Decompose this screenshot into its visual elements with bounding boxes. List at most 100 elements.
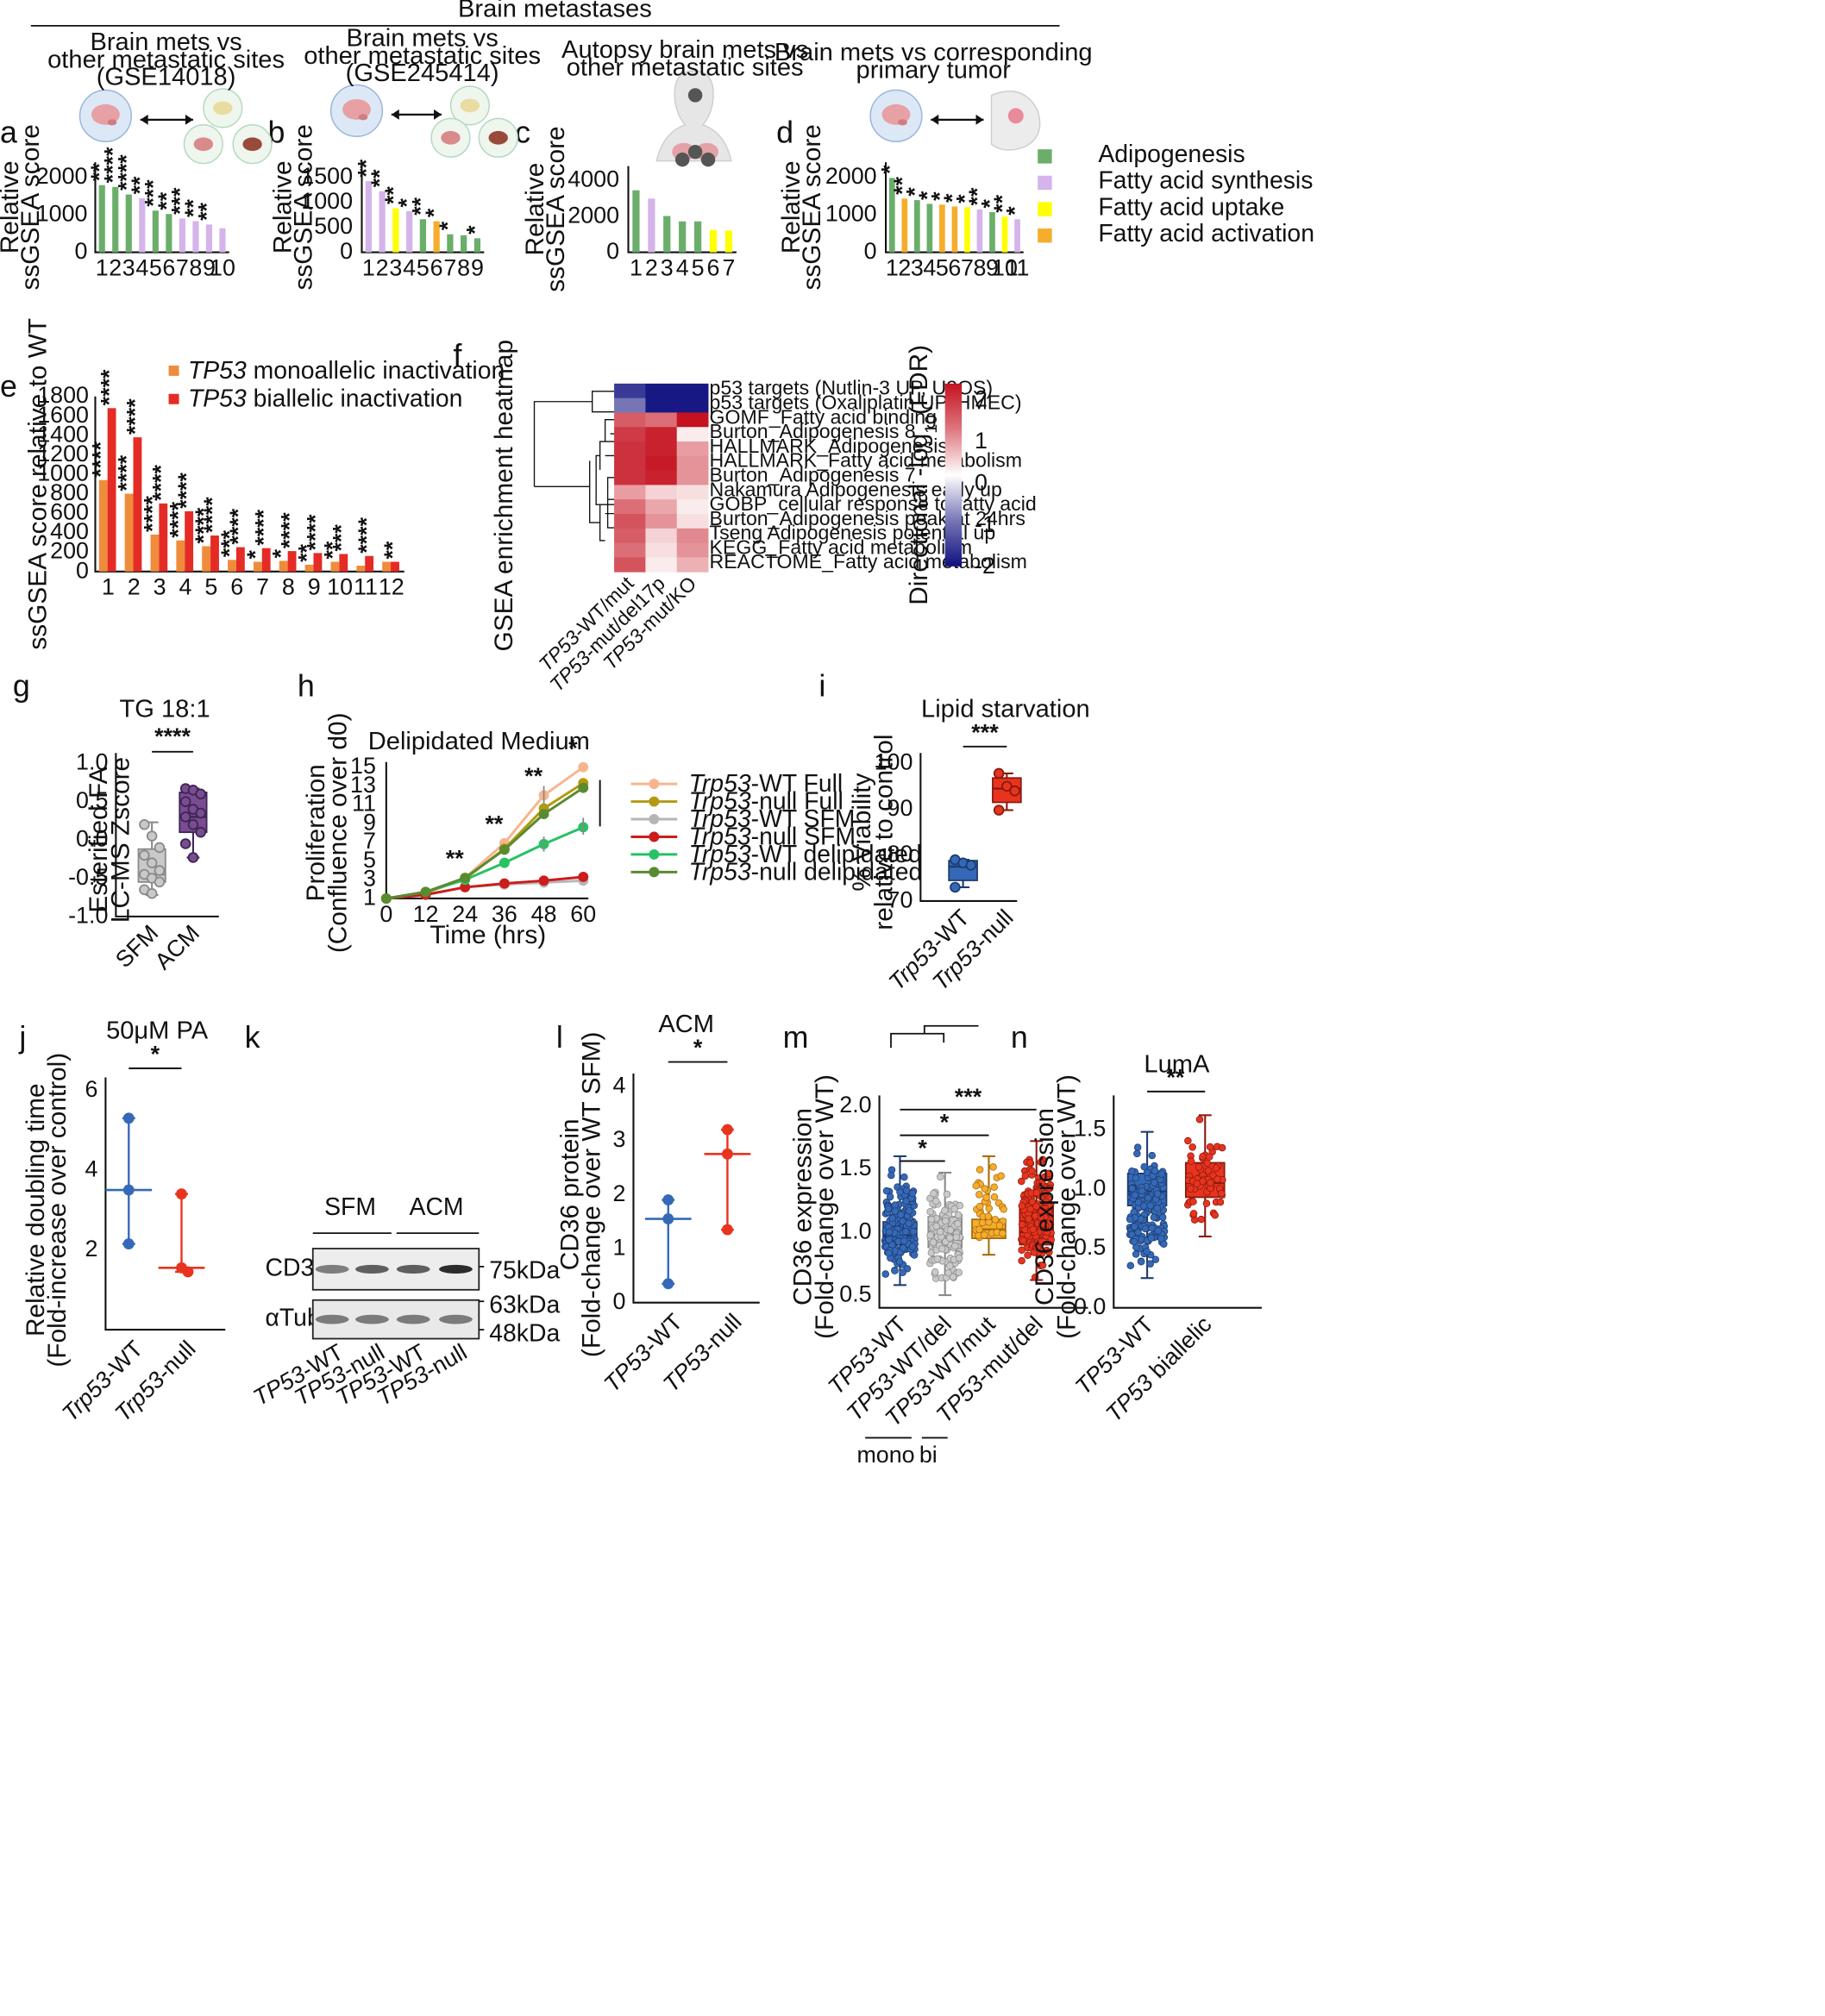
x-tick-label: 2 [898,254,911,280]
x-tick-label: 7 [961,254,974,280]
data-point [420,886,431,898]
panel-label-l: l [556,1020,563,1055]
label-rest: -null SFM [751,823,856,850]
data-point [908,1243,917,1250]
bar [125,194,132,253]
data-point [905,1219,912,1228]
significance-stars: * [901,187,927,197]
significance-stars: * [394,198,420,208]
y-tick-label: 1600 [37,402,89,428]
colorbar [944,383,963,567]
significance-stars: ** [127,176,153,194]
data-point [1207,1179,1214,1186]
data-point [1211,1211,1219,1219]
legend-swatch [1038,228,1052,243]
data-point [1009,785,1020,797]
y-tick-label: 0.0 [76,826,108,852]
x-tick-label: 48 [531,901,557,927]
x-tick-label: 8 [973,254,986,280]
label-rest: -WT Full [751,770,844,798]
data-point [975,1225,983,1234]
y-axis-label: relative to control [870,734,899,930]
data-point [900,1173,908,1181]
data-point [1134,1199,1143,1206]
x-tick-label: 7 [443,254,456,280]
blot-band [439,1314,473,1324]
y-tick-label: 3 [613,1126,626,1152]
chart-title-a: Brain mets vs [90,28,241,56]
legend-label: Fatty acid synthesis [1098,167,1313,195]
x-tick-label: 9 [471,254,484,280]
row-label: HALLMARK_Fatty acid metabolism [710,449,1022,472]
significance-stars: *** [971,719,999,745]
data-point [1126,1262,1135,1270]
significance-stars: **** [277,512,303,548]
significance-stars: ** [964,187,990,205]
y-tick-label: 80 [887,841,913,867]
significance-stars: ** [446,846,464,872]
significance-stars: *** [955,1084,982,1110]
significance-stars: * [940,1110,950,1136]
significance-stars: * [1001,206,1027,216]
bar [382,561,392,572]
data-point [943,1190,951,1199]
heatmap-cell [645,499,678,515]
y-tick-label: 1.0 [1074,1174,1106,1200]
label-rest: -null Full [751,788,844,816]
colorbar-tick-label: 0 [975,469,988,495]
heatmap-cell [645,470,678,485]
data-point [1028,1167,1036,1175]
data-point [881,1270,889,1278]
significance-stars: **** [251,509,277,545]
data-point [1037,1158,1045,1167]
bar [663,216,671,253]
data-point [1146,1201,1154,1210]
data-point [981,1185,989,1193]
bar [976,209,983,253]
bar [473,238,481,253]
bar [107,408,116,572]
legend-label: TP53 biallelic inactivation [188,385,462,413]
x-tick-label: 5 [936,254,949,280]
row-label: Burton_Adipogenesis 7 [710,463,916,485]
data-point [989,1163,997,1171]
data-point [722,1224,733,1236]
heatmap-cell [614,441,646,457]
y-axis-label: ssGSEA score [289,124,317,290]
data-point [891,1201,899,1209]
data-point [990,1183,998,1192]
data-point [578,782,589,793]
significance-stars: ** [154,191,179,210]
data-point [538,875,549,886]
panel-label-c: c [515,116,530,150]
y-axis-label: % Viability [848,773,876,891]
data-point [380,893,392,904]
data-point [1032,1189,1041,1197]
legend-swatch [1038,202,1052,216]
x-tick-label: 3 [154,574,166,600]
x-tick-label: 9 [986,254,999,280]
bar [235,547,245,572]
legend-marker [649,848,660,860]
bar [964,207,970,253]
bar [98,185,105,253]
colorbar-tick-label: -1 [975,511,995,537]
x-tick-label: 3 [661,254,674,280]
panel-label-e: e [0,369,17,404]
chart-title-a: other metastatic sites [47,46,285,73]
bar [379,191,386,253]
data-point [1187,1185,1195,1193]
y-axis-label: (Fold-change over WT SFM) [578,1032,606,1358]
chart-title: Lipid starvation [921,695,1090,723]
marker-label: 75kDa [489,1256,560,1284]
data-point [885,1236,893,1244]
data-point [982,1193,990,1201]
significance-stars: **** [100,147,126,183]
bar [150,534,160,572]
x-tick-label: 1 [362,254,375,280]
data-point [995,1222,1004,1230]
significance-stars: * [918,1136,927,1161]
x-tick-label: 8 [282,574,295,600]
data-point [1158,1213,1167,1222]
colorbar-tick-label: -2 [975,553,995,579]
